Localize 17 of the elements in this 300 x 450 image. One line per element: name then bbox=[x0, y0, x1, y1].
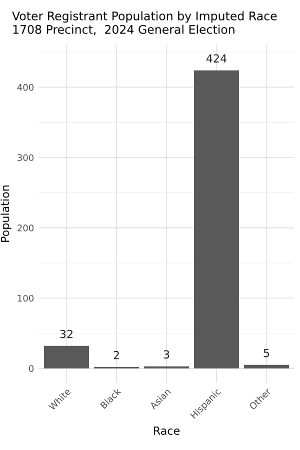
y-tick-label: 0 bbox=[28, 365, 34, 372]
chart-title: Voter Registrant Population by Imputed Race bbox=[12, 11, 277, 23]
bar bbox=[244, 364, 289, 368]
y-axis-title: Population bbox=[0, 186, 12, 242]
x-axis-title: Race bbox=[154, 426, 180, 435]
y-tick-label: 300 bbox=[18, 154, 34, 162]
bar bbox=[194, 70, 239, 368]
bar bbox=[44, 346, 89, 368]
y-tick-label: 400 bbox=[17, 84, 34, 91]
data-label: 2 bbox=[114, 350, 119, 360]
data-label: 5 bbox=[264, 348, 270, 358]
chart-subtitle: 1708 Precinct, 2024 General Election bbox=[13, 24, 234, 36]
data-label: 32 bbox=[60, 330, 72, 338]
y-tick-label: 100 bbox=[18, 294, 34, 302]
y-tick-label: 200 bbox=[18, 224, 34, 232]
data-label: 424 bbox=[206, 54, 226, 62]
data-label: 3 bbox=[164, 350, 170, 359]
